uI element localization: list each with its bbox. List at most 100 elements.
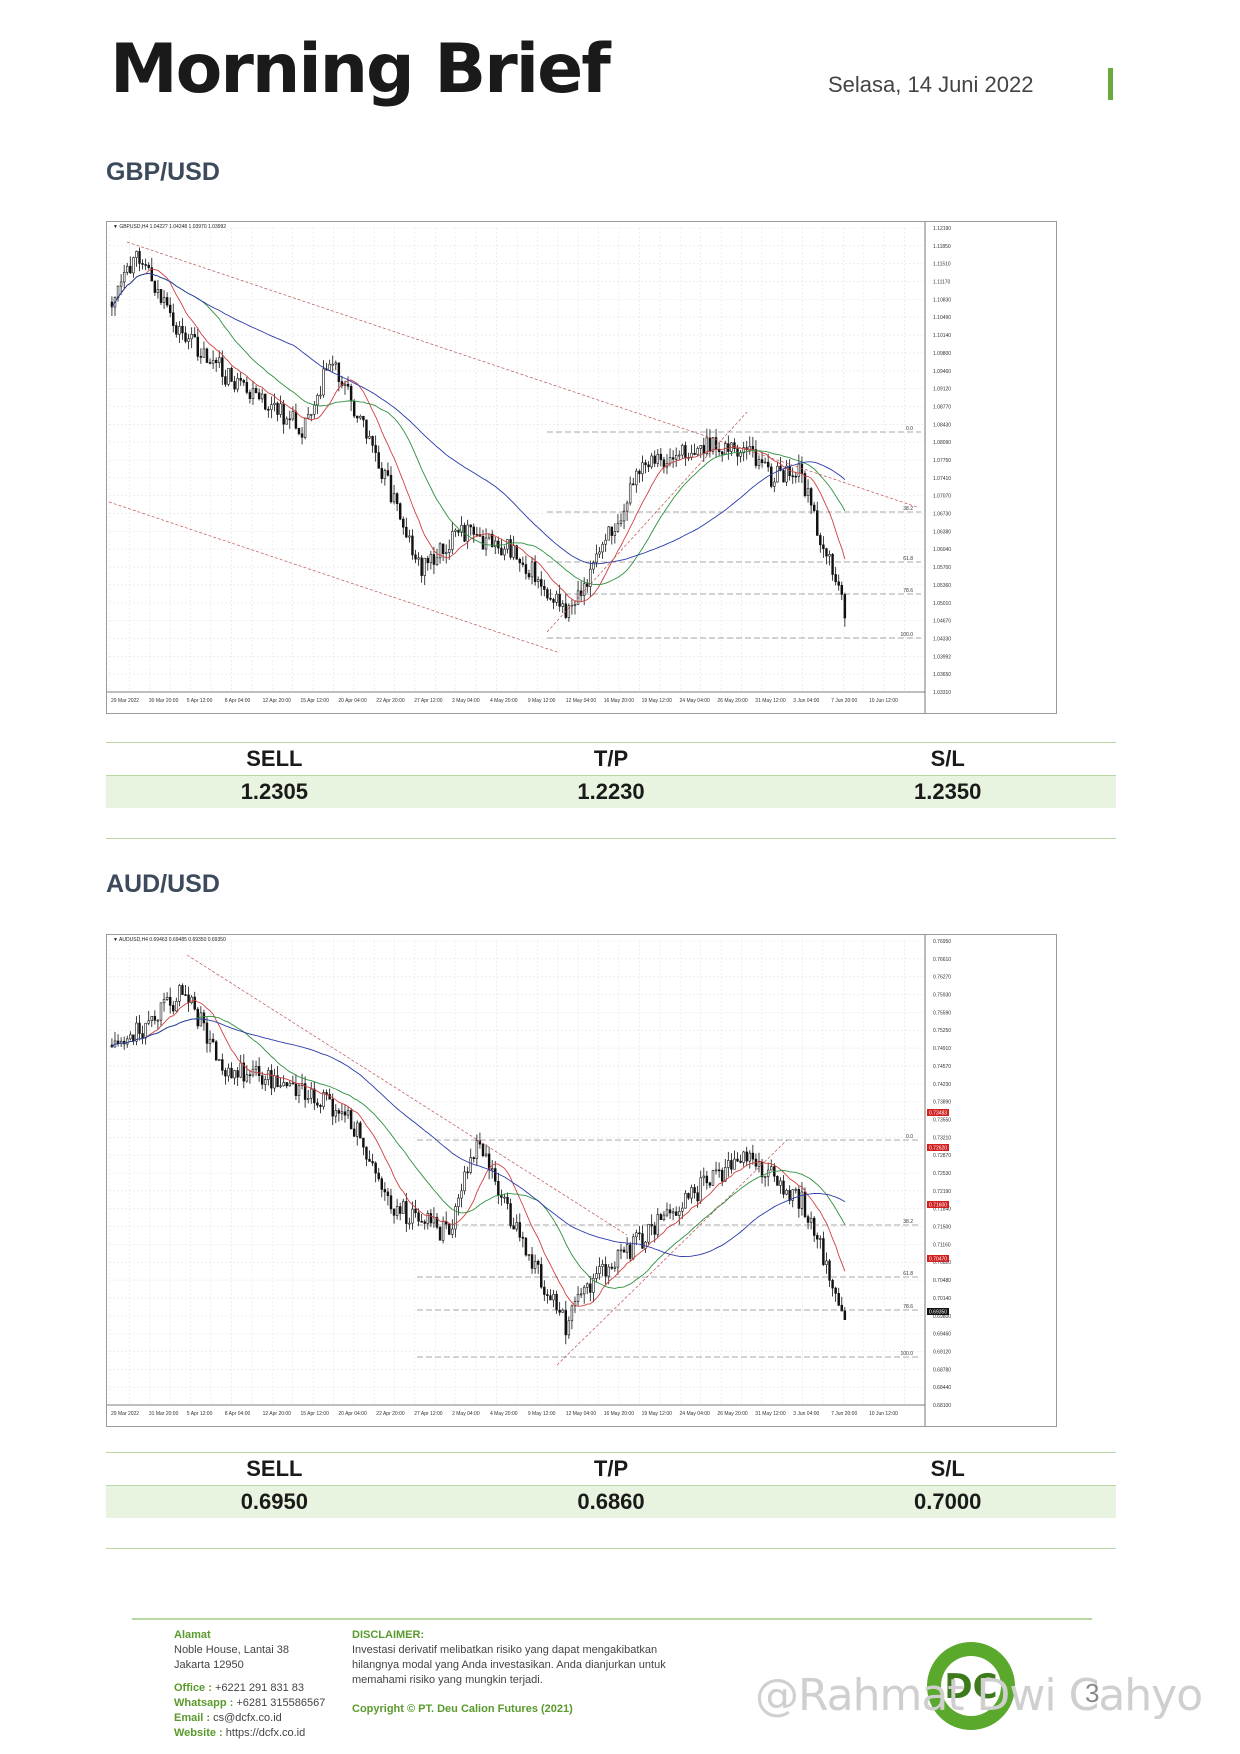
candle-body [678, 454, 681, 457]
candle-body [794, 1189, 798, 1191]
candle-body [175, 1001, 178, 1012]
candle-body [138, 251, 141, 264]
candle-body [414, 1208, 417, 1214]
candle-body [754, 449, 758, 466]
disclaimer-text: Investasi derivatif melibatkan risiko ya… [352, 1644, 666, 1686]
time-tick-label: 20 Apr 04:00 [338, 698, 367, 704]
candle-body [481, 535, 485, 550]
copyright-text: Copyright © PT. Deu Calion Futures (2021… [352, 1703, 573, 1715]
candle-body [426, 1213, 430, 1224]
candle-body [386, 470, 390, 476]
candle-body [448, 1223, 451, 1235]
time-tick-label: 19 May 12:00 [642, 1411, 673, 1417]
price-tick-label: 0.70820 [933, 1260, 951, 1266]
candle-body [628, 1244, 632, 1259]
whatsapp-number[interactable]: +6281 315586567 [236, 1697, 326, 1709]
candle-body [632, 1236, 635, 1259]
time-tick-label: 2 May 04:00 [452, 698, 480, 704]
price-tag [927, 1109, 949, 1116]
candle-body [518, 558, 522, 564]
candle-body [509, 1203, 512, 1227]
candle-body [147, 264, 150, 268]
candle-body [702, 445, 706, 454]
email-link[interactable]: cs@dcfx.co.id [213, 1712, 282, 1724]
price-tick-label: 1.06040 [933, 547, 951, 553]
candle-body [208, 1038, 212, 1044]
candle-body [788, 1190, 791, 1201]
candle-body [536, 1260, 540, 1265]
candle-body [760, 459, 764, 464]
candle-body [705, 1175, 709, 1184]
candle-body [503, 1196, 506, 1199]
candle-body [567, 605, 571, 618]
price-tick-label: 0.75590 [933, 1010, 951, 1016]
candle-body [739, 452, 742, 457]
candle-body [441, 543, 445, 554]
candle-body [619, 1249, 623, 1252]
candle-body [690, 1187, 693, 1199]
candle-body [509, 539, 512, 558]
candle-body [555, 593, 558, 603]
candle-body [834, 574, 837, 583]
candle-body [236, 378, 239, 390]
page-title: Morning Brief [110, 30, 611, 109]
candle-body [776, 1175, 779, 1186]
candle-body [359, 415, 362, 419]
office-phone[interactable]: +6221 291 831 83 [214, 1682, 304, 1694]
time-tick-label: 15 Apr 12:00 [301, 698, 330, 704]
candle-body [276, 1075, 279, 1087]
candle-body [343, 1111, 347, 1116]
candle-body [343, 383, 347, 386]
candle-body [205, 1022, 209, 1044]
candle-body [638, 1232, 641, 1235]
candle-body [230, 1067, 233, 1079]
candle-body [236, 1070, 239, 1078]
price-tick-label: 0.71840 [933, 1207, 951, 1213]
candle-body [132, 1034, 135, 1042]
candle-body [178, 985, 181, 1002]
candle-body [806, 488, 810, 496]
candle-body [650, 455, 653, 468]
candle-body [233, 381, 236, 390]
fibonacci-label: 0.0 [906, 1134, 913, 1140]
candle-body [371, 1161, 374, 1164]
time-tick-label: 5 Apr 12:00 [187, 1411, 213, 1417]
price-tag [927, 1144, 949, 1151]
candle-body [500, 547, 503, 556]
fibonacci-label: 38.2 [903, 506, 913, 512]
candle-body [153, 280, 157, 293]
candle-body [438, 543, 442, 559]
time-tick-label: 7 Jun 20:00 [831, 1411, 857, 1417]
candle-body [601, 1264, 604, 1267]
candle-body [417, 1212, 420, 1222]
price-tick-label: 1.12190 [933, 226, 951, 232]
price-tick-label: 0.74910 [933, 1046, 951, 1052]
candle-body [211, 1038, 215, 1043]
candle-body [549, 1295, 552, 1301]
candle-body [279, 1085, 282, 1088]
candle-body [451, 531, 454, 550]
fibonacci-label: 100.0 [900, 632, 913, 638]
price-tick-label: 0.76610 [933, 957, 951, 963]
website-link[interactable]: https://dcfx.co.id [225, 1727, 306, 1739]
candle-body [831, 1280, 834, 1289]
trendline [546, 411, 748, 633]
candle-body [273, 402, 276, 405]
candle-body [576, 1293, 580, 1302]
candle-body [313, 404, 316, 415]
candle-body [472, 526, 476, 535]
candle-body [377, 452, 380, 469]
candle-body [497, 540, 500, 549]
candle-body [641, 1233, 644, 1249]
candle-body [469, 524, 472, 528]
trendline [108, 501, 558, 653]
candle-body [822, 544, 825, 549]
candle-body [172, 312, 175, 326]
trendline [556, 1139, 788, 1366]
candle-body [589, 568, 592, 587]
candle-body [521, 1236, 525, 1239]
candle-body [619, 520, 623, 524]
candle-body [159, 1002, 163, 1021]
candle-body [411, 1208, 414, 1224]
candle-body [432, 1216, 436, 1224]
